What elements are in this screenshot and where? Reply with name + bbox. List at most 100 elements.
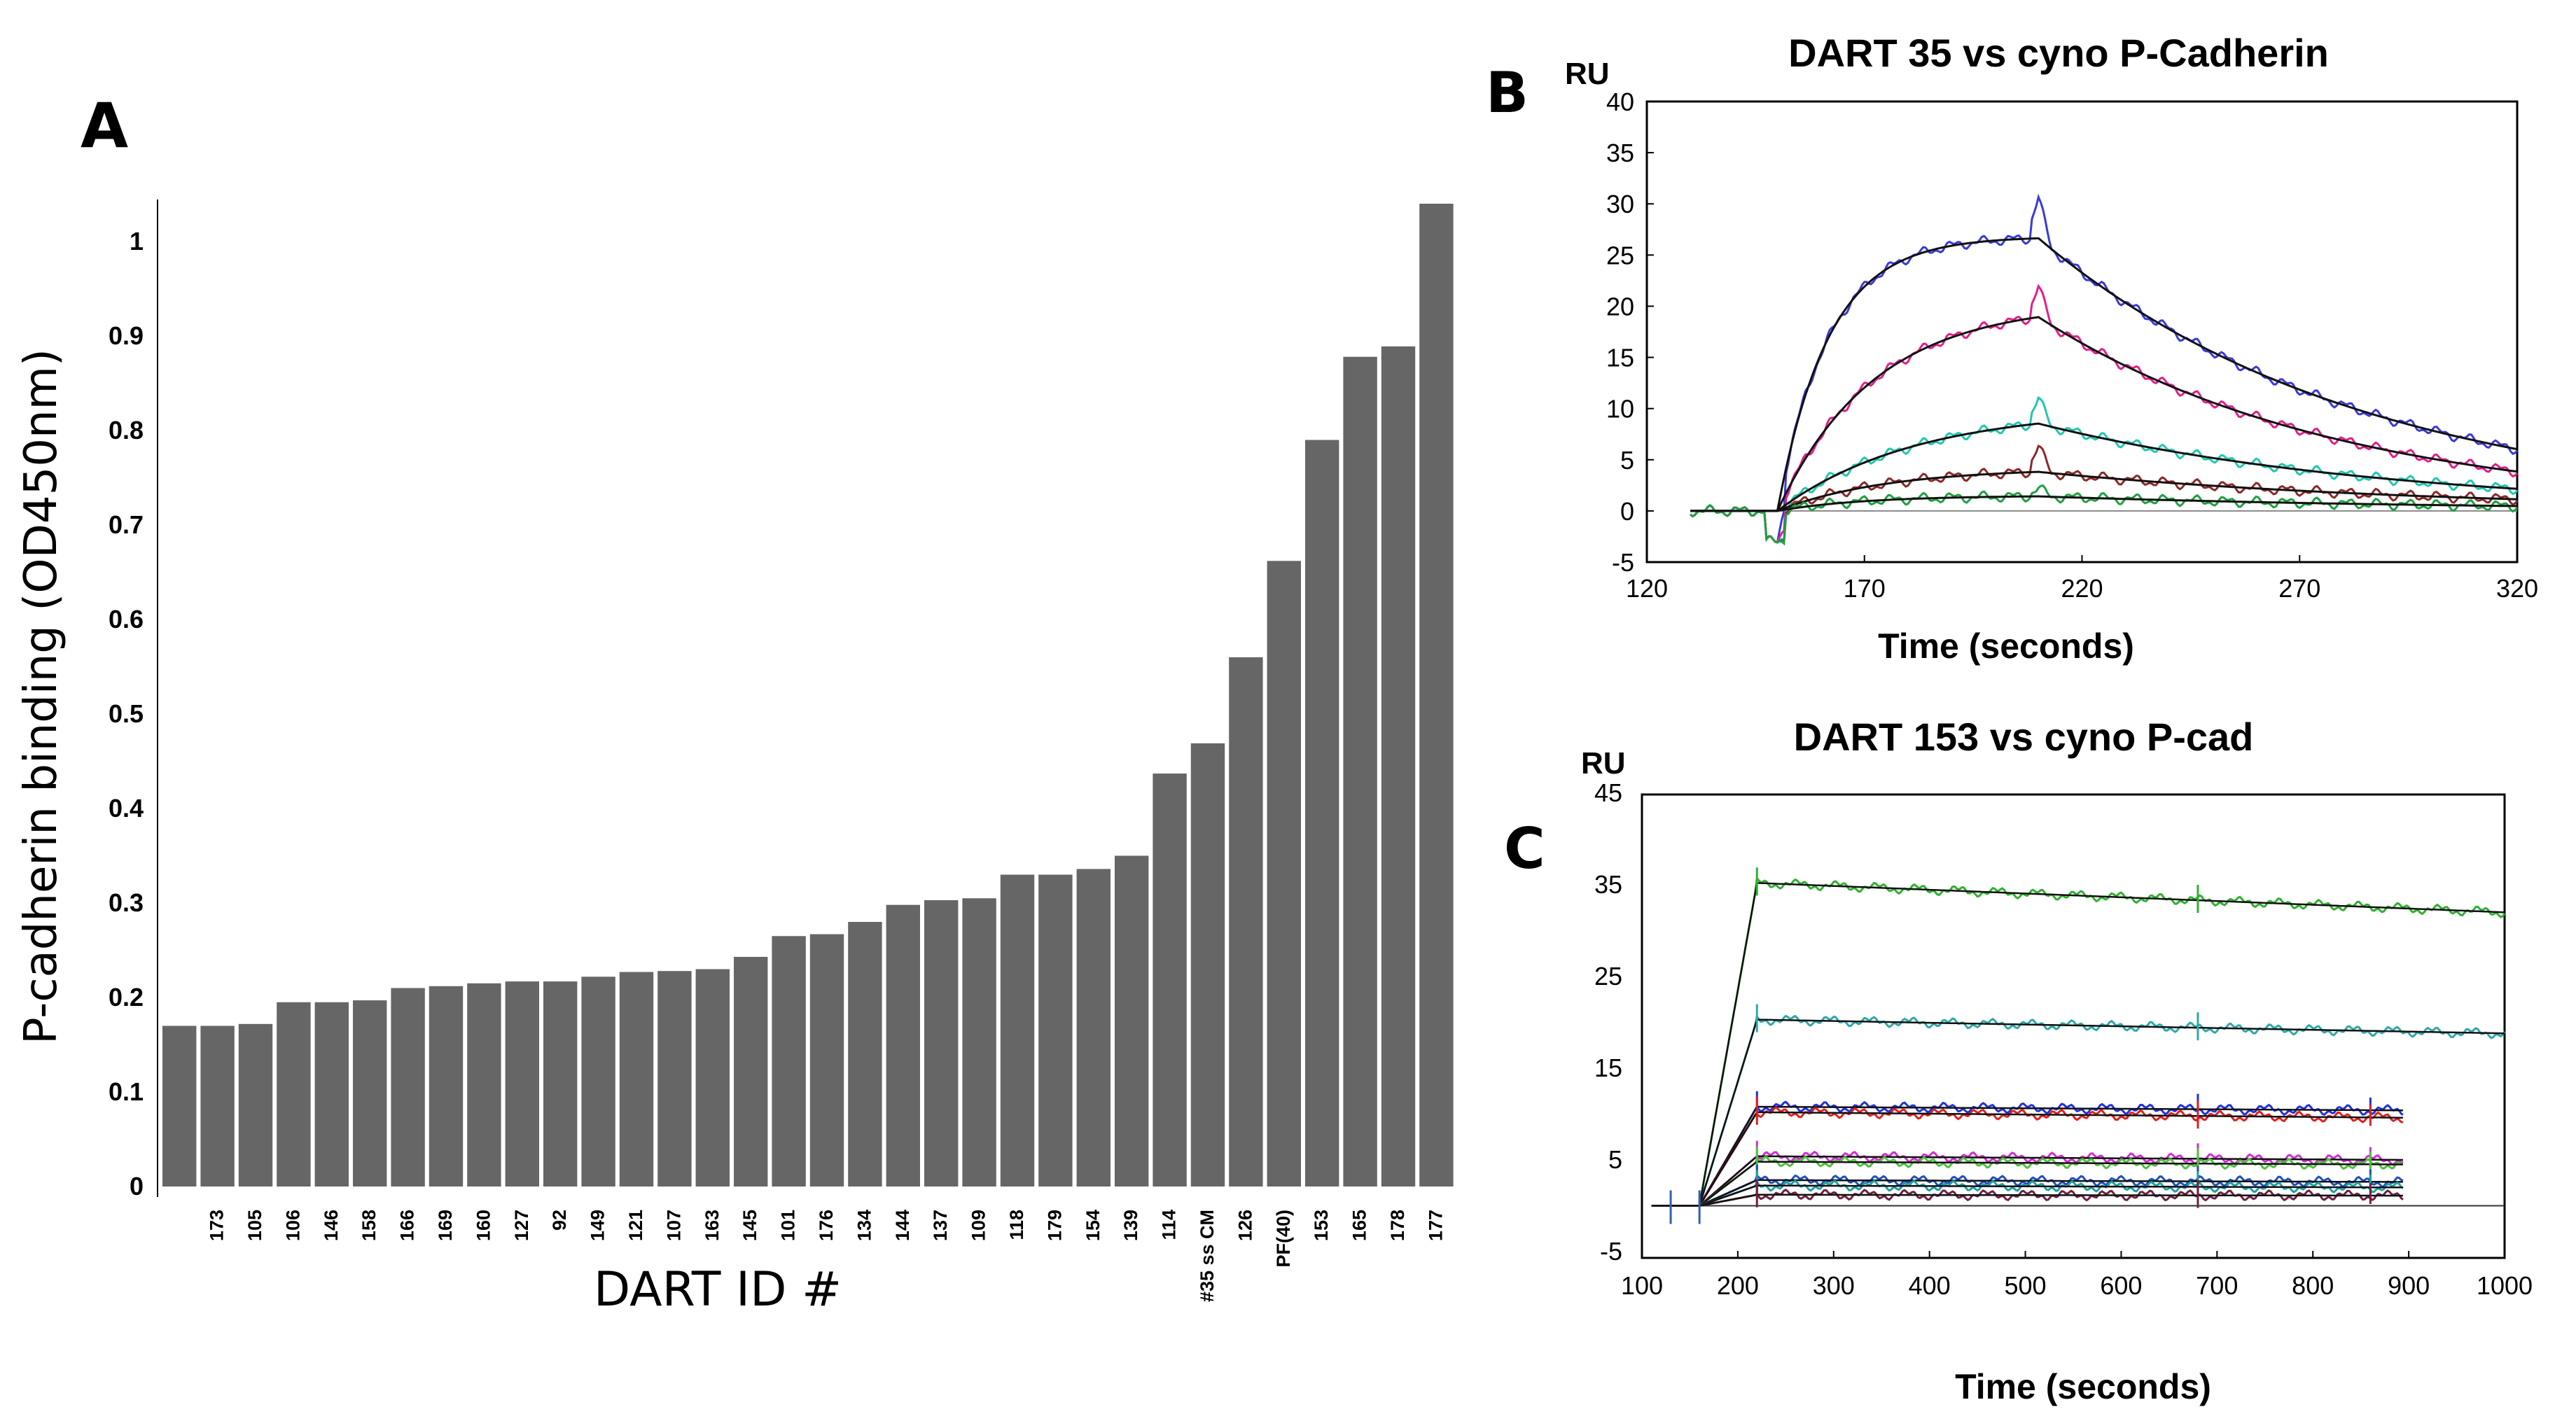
- panel-b-data-curve: [1690, 193, 2519, 544]
- panel-c-ru-label: RU: [1581, 746, 1626, 780]
- panel-c-sensorgram: DART 153 vs cyno P-cad RU -5 5 15 25 35 45 10…: [1581, 715, 2533, 1406]
- panel-a-y-tick-label: 0.5: [109, 699, 144, 728]
- panel-b-x-ticks: 120 170 220 270 320: [1626, 555, 2538, 603]
- panel-a-x-tick-label: 121: [625, 1210, 646, 1241]
- panel-c-x-tick-label: 100: [1621, 1271, 1663, 1300]
- panel-letter-c: C: [1504, 816, 1545, 881]
- panel-a-x-tick-label: 149: [587, 1210, 608, 1241]
- panel-c-y-tick-label: 25: [1594, 962, 1622, 990]
- panel-a-x-tick-label: 101: [778, 1210, 799, 1241]
- panel-a-bar: [1229, 657, 1263, 1186]
- panel-a-bars: [162, 204, 1454, 1187]
- panel-a-x-tick-label: 134: [854, 1210, 875, 1241]
- panel-a-x-tick-label: 145: [739, 1210, 760, 1241]
- panel-a-bar: [1115, 855, 1149, 1186]
- panel-b-y-tick-label: 35: [1606, 139, 1634, 167]
- panel-a-y-tick-label: 0.4: [109, 794, 144, 822]
- panel-c-y-ticks: -5 5 15 25 35 45: [1594, 778, 1622, 1266]
- panel-c-y-tick-label: 45: [1594, 778, 1622, 807]
- panel-c-fit-curve: [1651, 1184, 2403, 1207]
- panel-c-plot-frame: [1641, 793, 2506, 1259]
- panel-a-y-tick-label: 0: [130, 1172, 144, 1200]
- panel-a-x-ticks: 173 105 106 146 158 166 169 160 127 92 149 121 107 16…: [207, 1210, 1447, 1302]
- panel-c-y-tick-label: 5: [1608, 1145, 1622, 1174]
- panel-a-x-tick-label: 107: [663, 1210, 684, 1241]
- panel-a-bar: [1190, 743, 1225, 1186]
- panel-a-x-tick-label: 126: [1234, 1210, 1255, 1241]
- panel-b-data-curve: [1690, 284, 2519, 544]
- panel-b-fit-curve: [1690, 422, 2518, 512]
- panel-b-y-tick-label: 5: [1620, 446, 1634, 475]
- panel-a-bar: [1000, 874, 1035, 1186]
- panel-a-x-tick-label: 158: [358, 1210, 380, 1241]
- panel-a-y-label: P-cadherin binding (OD450nm): [15, 349, 67, 1044]
- panel-c-x-tick-label: 300: [1813, 1271, 1855, 1300]
- panel-a-y-tick-label: 0.9: [109, 321, 144, 350]
- panel-letter-a: A: [81, 90, 128, 162]
- panel-c-x-tick-label: 600: [2100, 1271, 2142, 1300]
- panel-a-bar: [772, 936, 806, 1186]
- panel-a-x-tick-label: 144: [892, 1210, 913, 1241]
- panel-a-bar: [924, 899, 959, 1186]
- panel-a-bar: [543, 981, 578, 1186]
- panel-b-data-curve: [1690, 396, 2519, 544]
- panel-a-x-tick-label: 166: [397, 1210, 418, 1241]
- panel-a-y-tick-label: 1: [130, 227, 144, 255]
- panel-b-x-tick-label: 170: [1844, 574, 1886, 603]
- panel-c-fit-curve: [1651, 1161, 2403, 1207]
- panel-a-x-tick-label: 163: [702, 1210, 723, 1241]
- panel-a-x-tick-label: 109: [968, 1210, 989, 1241]
- panel-c-x-tick-label: 400: [1909, 1271, 1951, 1300]
- panel-a-x-tick-label: 114: [1159, 1210, 1180, 1240]
- panel-b-sensorgram: DART 35 vs cyno P-Cadherin RU -5 0 5 10 15 20…: [1565, 31, 2538, 666]
- panel-b-y-tick-label: -5: [1612, 548, 1634, 577]
- panel-a-bar: [657, 971, 692, 1186]
- panel-c-fit-curve: [1651, 1018, 2505, 1207]
- panel-c-data-curve: [1651, 1173, 2404, 1207]
- panel-a-bar: [962, 898, 996, 1186]
- panel-c-fit-curve: [1651, 882, 2505, 1207]
- panel-b-y-tick-label: 25: [1606, 241, 1634, 270]
- panel-c-data-curve: [1651, 876, 2506, 1207]
- panel-b-fit-curve: [1690, 495, 2518, 512]
- panel-a-y-tick-label: 0.3: [109, 888, 144, 917]
- panel-c-curves: [1651, 867, 2506, 1224]
- panel-a-bar: [1343, 356, 1377, 1187]
- panel-a-bar: [1381, 346, 1416, 1187]
- panel-a-bar: [314, 1002, 349, 1186]
- panel-a-x-tick-label: 92: [549, 1210, 570, 1231]
- panel-a-bar: [200, 1026, 235, 1186]
- panel-c-fit-curve: [1651, 1111, 2403, 1207]
- panel-a-x-tick-label: 154: [1082, 1210, 1103, 1241]
- panel-a-bar: [1038, 874, 1073, 1186]
- panel-a-bar-chart: 00.10.20.30.40.50.60.70.80.91 173 105 106 1…: [15, 200, 1454, 1317]
- panel-c-x-tick-label: 900: [2388, 1271, 2430, 1300]
- panel-b-data-curve: [1690, 444, 2519, 544]
- panel-a-bar: [162, 1026, 197, 1186]
- panel-a-bar: [848, 922, 882, 1186]
- panel-a-x-tick-label: 160: [473, 1210, 494, 1241]
- panel-a-x-tick-label: 179: [1044, 1210, 1065, 1241]
- panel-a-x-tick-label: 178: [1387, 1210, 1408, 1241]
- panel-a-x-tick-label: 165: [1349, 1210, 1370, 1241]
- panel-a-bar: [886, 904, 920, 1186]
- panel-c-fit-curve: [1651, 1179, 2403, 1207]
- panel-c-x-tick-label: 800: [2292, 1271, 2334, 1300]
- panel-a-bar: [391, 988, 425, 1186]
- panel-a-bar: [505, 981, 539, 1186]
- panel-b-x-tick-label: 270: [2278, 574, 2320, 603]
- panel-b-x-tick-label: 120: [1626, 574, 1668, 603]
- panel-b-x-tick-label: 320: [2496, 574, 2538, 603]
- panel-c-x-tick-label: 700: [2196, 1271, 2238, 1300]
- panel-a-bar: [1419, 204, 1454, 1186]
- panel-c-x-label: Time (seconds): [1955, 1367, 2211, 1406]
- panel-a-y-tick-label: 0.6: [109, 605, 144, 634]
- panel-c-y-tick-label: 15: [1594, 1054, 1622, 1082]
- panel-c-y-tick-label: 35: [1594, 870, 1622, 899]
- panel-b-x-label: Time (seconds): [1878, 626, 2134, 666]
- panel-b-y-tick-label: 15: [1606, 344, 1634, 372]
- panel-c-fit-curve: [1651, 1194, 2403, 1207]
- panel-b-y-tick-label: 0: [1620, 497, 1634, 526]
- panel-b-ru-label: RU: [1565, 57, 1610, 91]
- panel-c-x-tick-label: 500: [2005, 1271, 2047, 1300]
